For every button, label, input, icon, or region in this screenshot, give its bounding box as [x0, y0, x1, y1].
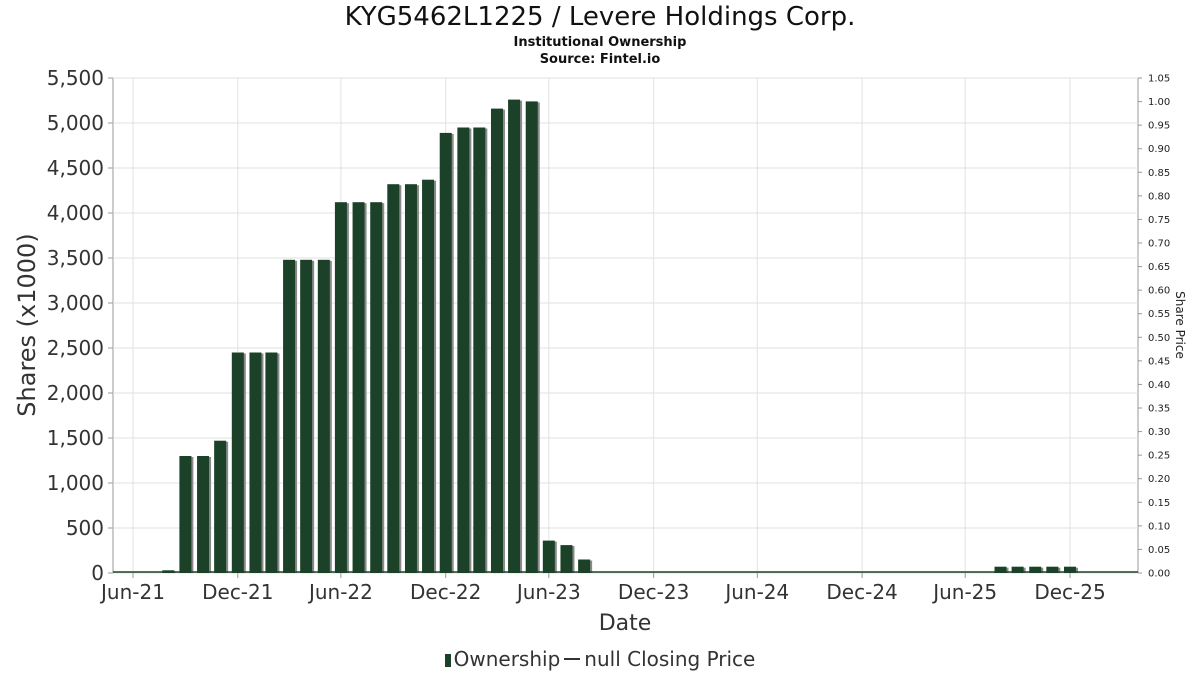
y2-tick-label: 0.35	[1148, 404, 1170, 415]
bar-layer	[113, 99, 1138, 574]
ownership-bar	[508, 99, 521, 573]
chart-source: Source: Fintel.io	[539, 52, 661, 67]
ownership-bar	[352, 202, 365, 573]
x-tick-label: Dec-24	[826, 580, 897, 604]
ownership-bar	[560, 545, 573, 573]
y-tick-label: 3,000	[47, 291, 104, 315]
y-tick-label: 2,000	[47, 381, 104, 405]
y-tick-label: 0	[91, 561, 104, 585]
legend-ownership-label: Ownership	[453, 647, 561, 671]
ownership-bar	[422, 179, 435, 573]
ownership-bar	[317, 259, 330, 573]
ownership-bar	[197, 456, 210, 573]
x-tick-label: Dec-22	[410, 580, 481, 604]
y-tick-label: 500	[66, 516, 104, 540]
legend-price-label: null Closing Price	[584, 647, 756, 671]
y-tick-label: 3,500	[47, 246, 104, 270]
y-tick-label: 1,500	[47, 426, 104, 450]
ownership-bar	[1064, 566, 1076, 573]
y2-tick-label: 0.15	[1148, 498, 1170, 509]
y2-tick-label: 0.30	[1148, 427, 1170, 438]
ownership-bar	[490, 108, 503, 573]
chart-title: KYG5462L1225 / Levere Holdings Corp.	[344, 2, 856, 32]
y2-tick-label: 1.00	[1148, 97, 1170, 108]
axis-layer: 0 500 1,000 1,500 2,000 2,500 3,000 3,500 4,000 4…	[47, 66, 1171, 604]
ownership-bar	[1029, 566, 1042, 573]
ownership-bar	[214, 440, 227, 573]
x-tick-label: Dec-21	[202, 580, 273, 604]
y2-tick-label: 0.75	[1148, 215, 1170, 226]
y-tick-label: 4,500	[47, 156, 104, 180]
ownership-bar	[179, 456, 192, 573]
y2-tick-label: 0.40	[1148, 380, 1170, 391]
y2-tick-label: 1.05	[1148, 74, 1170, 85]
y2-tick-label: 0.10	[1148, 521, 1170, 532]
ownership-bar	[283, 259, 296, 573]
y-tick-label: 5,000	[47, 111, 104, 135]
ownership-bar	[370, 202, 383, 573]
legend: Ownership null Closing Price	[0, 647, 1200, 671]
ownership-bar	[439, 132, 452, 573]
ownership-bar	[525, 101, 538, 574]
y-tick-label: 1,000	[47, 471, 104, 495]
chart-subtitle: Institutional Ownership	[513, 35, 687, 50]
y2-axis-label: Share Price	[1173, 291, 1187, 359]
x-tick-label: Dec-25	[1034, 580, 1105, 604]
ownership-bar	[265, 352, 278, 573]
y2-tick-label: 0.85	[1148, 168, 1170, 179]
y2-tick-label: 0.20	[1148, 474, 1170, 485]
y2-tick-label: 0.50	[1148, 333, 1170, 344]
y2-tick-label: 0.25	[1148, 451, 1170, 462]
y-tick-label: 2,500	[47, 336, 104, 360]
y2-tick-label: 0.05	[1148, 545, 1170, 556]
legend-price-line	[564, 658, 581, 660]
ownership-bar	[334, 202, 347, 573]
y2-tick-label: 0.00	[1148, 569, 1170, 580]
ownership-bar	[404, 184, 417, 573]
y2-tick-label: 0.70	[1148, 239, 1170, 250]
ownership-bar	[300, 259, 313, 573]
y2-tick-label: 0.90	[1148, 144, 1170, 155]
ownership-bar	[231, 352, 244, 573]
y-tick-label: 5,500	[47, 66, 104, 90]
y2-tick-label: 0.80	[1148, 191, 1170, 202]
x-tick-label: Jun-21	[99, 580, 165, 604]
ownership-bar	[457, 127, 470, 573]
ownership-bar	[1046, 566, 1059, 573]
ownership-bar	[994, 566, 1007, 573]
x-tick-label: Jun-22	[307, 580, 373, 604]
x-tick-label: Jun-23	[515, 580, 581, 604]
x-tick-label: Jun-25	[931, 580, 997, 604]
ownership-bar	[578, 559, 591, 573]
ownership-bar	[387, 184, 400, 573]
y2-tick-label: 0.60	[1148, 286, 1170, 297]
y2-tick-label: 0.65	[1148, 262, 1170, 273]
y2-tick-label: 0.45	[1148, 356, 1170, 367]
ownership-bar	[542, 540, 555, 573]
x-tick-label: Dec-23	[618, 580, 689, 604]
y-tick-label: 4,000	[47, 201, 104, 225]
ownership-bar	[249, 352, 262, 573]
y-axis-label: Shares (x1000)	[13, 233, 41, 416]
y2-tick-label: 0.95	[1148, 121, 1170, 132]
y2-tick-label: 0.55	[1148, 309, 1170, 320]
ownership-bar	[473, 127, 486, 573]
x-tick-label: Jun-24	[723, 580, 789, 604]
ownership-bar	[1011, 566, 1024, 573]
legend-ownership-swatch	[444, 654, 451, 667]
x-axis-label: Date	[599, 611, 652, 636]
